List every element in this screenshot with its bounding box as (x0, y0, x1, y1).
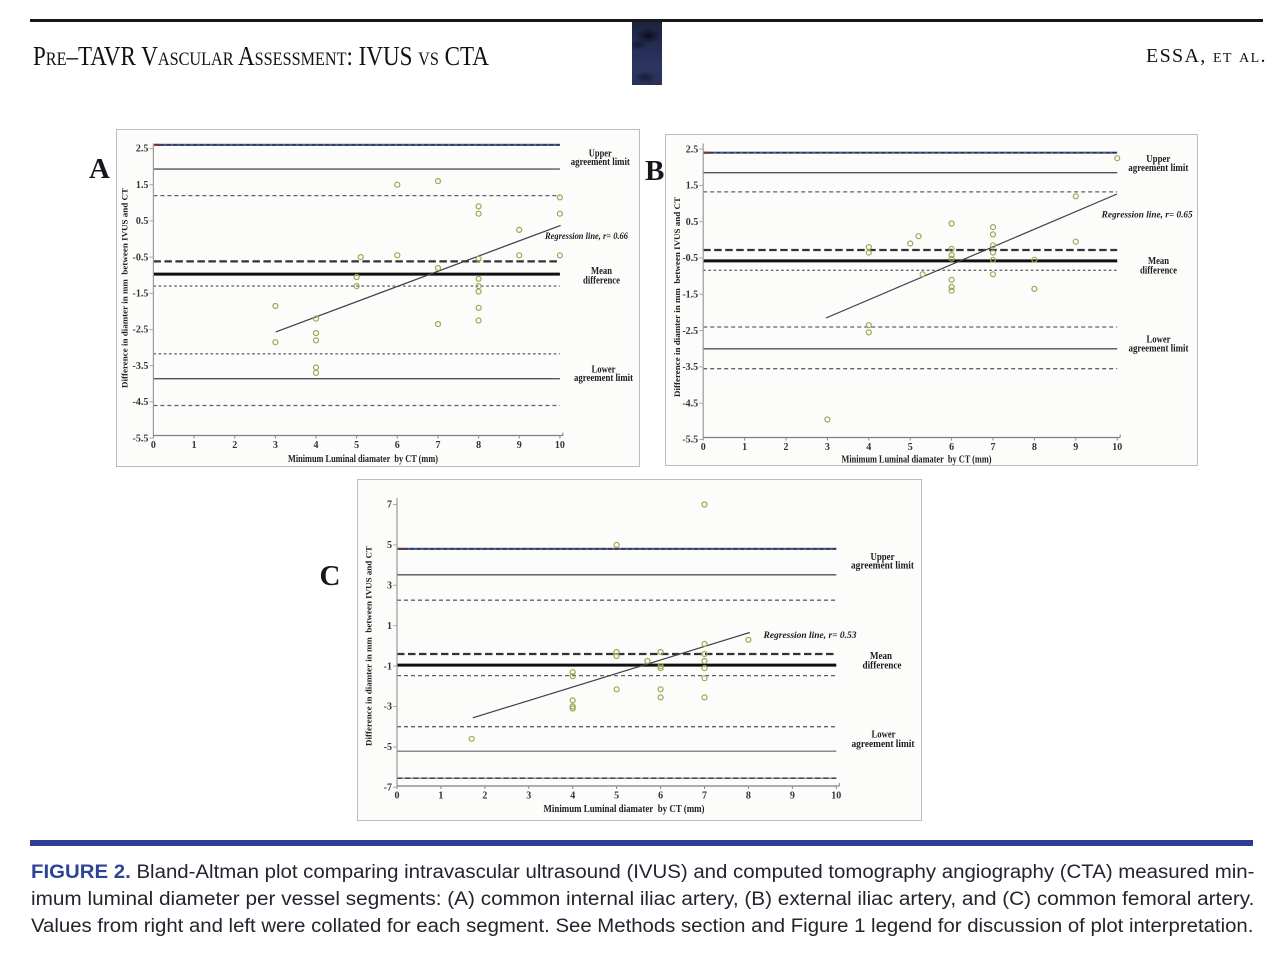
svg-text:agreement limit: agreement limit (1129, 344, 1189, 355)
svg-text:1: 1 (192, 440, 197, 451)
svg-text:5: 5 (614, 791, 619, 802)
svg-text:agreement limit: agreement limit (852, 739, 915, 750)
svg-text:Lower: Lower (1147, 334, 1171, 345)
svg-text:2.5: 2.5 (686, 144, 699, 155)
svg-text:Minimum Luminal diamater by C: Minimum Luminal diamater by CT (mm) (288, 454, 438, 465)
svg-text:agreement limit: agreement limit (574, 373, 633, 384)
svg-text:4: 4 (314, 440, 319, 451)
svg-text:0: 0 (701, 442, 706, 453)
svg-text:0.5: 0.5 (136, 216, 149, 227)
svg-text:3: 3 (273, 440, 278, 451)
svg-text:7: 7 (387, 500, 392, 511)
svg-text:Upper: Upper (871, 552, 895, 563)
svg-text:Difference in diamter in mm b: Difference in diamter in mm between IVUS… (364, 546, 374, 746)
svg-text:-4.5: -4.5 (133, 397, 149, 408)
svg-text:0.5: 0.5 (686, 217, 699, 228)
svg-text:5: 5 (908, 442, 913, 453)
svg-text:Upper: Upper (1146, 154, 1170, 165)
svg-text:-3.5: -3.5 (133, 361, 149, 372)
svg-text:10: 10 (1112, 442, 1122, 453)
svg-text:Minimum Luminal diamater by C: Minimum Luminal diamater by CT (mm) (544, 804, 705, 815)
svg-text:1: 1 (387, 621, 392, 632)
svg-text:7: 7 (702, 791, 707, 802)
svg-text:5: 5 (354, 440, 359, 451)
svg-text:1: 1 (438, 791, 443, 802)
svg-text:4: 4 (570, 791, 575, 802)
svg-text:-3.5: -3.5 (682, 362, 698, 373)
svg-text:7: 7 (436, 440, 441, 451)
svg-text:5: 5 (387, 540, 392, 551)
svg-text:Mean: Mean (1148, 256, 1169, 267)
svg-text:-1.5: -1.5 (682, 290, 698, 301)
svg-text:2: 2 (482, 791, 487, 802)
svg-text:Difference in diamter in mm b: Difference in diamter in mm between IVUS… (672, 197, 682, 397)
svg-text:1.5: 1.5 (136, 180, 149, 191)
svg-text:0: 0 (151, 440, 156, 451)
svg-text:3: 3 (387, 581, 392, 592)
svg-text:-1: -1 (384, 661, 392, 672)
svg-text:agreement limit: agreement limit (1128, 163, 1188, 174)
svg-text:10: 10 (555, 440, 565, 451)
svg-text:-5.5: -5.5 (682, 435, 698, 446)
svg-text:Difference in diamter in mm b: Difference in diamter in mm between IVUS… (120, 188, 130, 388)
svg-text:-1.5: -1.5 (133, 289, 149, 300)
svg-text:-2.5: -2.5 (133, 325, 149, 336)
svg-text:-5: -5 (384, 742, 392, 753)
svg-text:agreement limit: agreement limit (851, 561, 914, 572)
svg-text:8: 8 (1032, 442, 1037, 453)
svg-text:-2.5: -2.5 (682, 326, 698, 337)
svg-text:-4.5: -4.5 (682, 398, 698, 409)
svg-text:1: 1 (742, 442, 747, 453)
svg-text:-3: -3 (384, 702, 392, 713)
svg-text:difference: difference (583, 275, 620, 286)
svg-text:3: 3 (825, 442, 830, 453)
svg-text:2: 2 (784, 442, 789, 453)
svg-text:9: 9 (790, 791, 795, 802)
svg-text:2: 2 (232, 440, 237, 451)
svg-text:9: 9 (517, 440, 522, 451)
svg-text:Upper: Upper (589, 149, 612, 160)
svg-text:-5.5: -5.5 (133, 433, 149, 444)
svg-text:10: 10 (831, 791, 841, 802)
svg-text:-0.5: -0.5 (682, 253, 698, 264)
svg-text:agreement limit: agreement limit (571, 157, 630, 168)
svg-text:9: 9 (1073, 442, 1078, 453)
svg-text:7: 7 (991, 442, 996, 453)
svg-text:Lower: Lower (592, 365, 616, 376)
svg-text:difference: difference (863, 661, 902, 672)
svg-text:6: 6 (395, 440, 400, 451)
svg-text:8: 8 (746, 791, 751, 802)
svg-text:Lower: Lower (872, 729, 896, 740)
svg-text:4: 4 (866, 442, 871, 453)
svg-text:1.5: 1.5 (686, 181, 699, 192)
svg-text:-0.5: -0.5 (133, 252, 149, 263)
svg-text:6: 6 (658, 791, 663, 802)
svg-text:0: 0 (395, 791, 400, 802)
svg-text:Mean: Mean (591, 266, 612, 277)
svg-text:Minimum Luminal diamater by C: Minimum Luminal diamater by CT (mm) (842, 455, 992, 466)
svg-text:Regression line, r= 0.66: Regression line, r= 0.66 (544, 231, 628, 241)
svg-text:Regression line, r= 0.53: Regression line, r= 0.53 (762, 630, 857, 640)
svg-text:Regression line, r= 0.65: Regression line, r= 0.65 (1101, 210, 1194, 220)
svg-text:8: 8 (476, 440, 481, 451)
svg-text:6: 6 (949, 442, 954, 453)
svg-text:2.5: 2.5 (136, 144, 149, 155)
svg-text:difference: difference (1140, 265, 1177, 276)
svg-text:3: 3 (526, 791, 531, 802)
svg-text:-7: -7 (384, 783, 392, 794)
svg-text:Mean: Mean (870, 651, 892, 662)
